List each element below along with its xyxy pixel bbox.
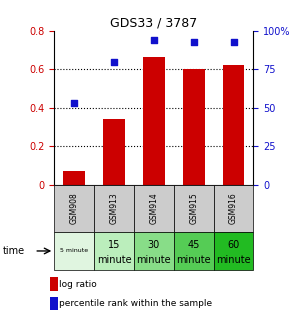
Text: minute: minute [216,255,251,266]
Bar [94,185,134,232]
Bar [50,277,58,291]
Bar [214,232,253,270]
Point [112,59,116,64]
Bar [63,171,85,185]
Text: log ratio: log ratio [59,280,97,288]
Bar [134,232,174,270]
Text: time: time [3,246,25,256]
Text: 5 minute: 5 minute [60,249,88,253]
Text: minute: minute [176,255,211,266]
Bar [54,232,94,270]
Text: percentile rank within the sample: percentile rank within the sample [59,299,212,308]
Bar [174,185,214,232]
Text: 15: 15 [108,240,120,250]
Bar [214,185,253,232]
Bar [54,185,94,232]
Bar [223,65,244,185]
Text: minute: minute [97,255,131,266]
Text: GSM916: GSM916 [229,193,238,224]
Bar [103,119,125,185]
Bar [94,232,134,270]
Bar [50,297,58,310]
Bar [183,70,205,185]
Text: GSM914: GSM914 [149,193,158,224]
Text: 30: 30 [148,240,160,250]
Point [231,39,236,44]
Title: GDS33 / 3787: GDS33 / 3787 [110,17,197,30]
Text: 60: 60 [227,240,240,250]
Text: GSM913: GSM913 [110,193,118,224]
Text: GSM915: GSM915 [189,193,198,224]
Point [72,100,76,106]
Point [151,37,156,42]
Text: minute: minute [137,255,171,266]
Text: 45: 45 [188,240,200,250]
Point [191,39,196,44]
Bar [174,232,214,270]
Text: GSM908: GSM908 [70,193,79,224]
Bar [143,57,165,185]
Bar [134,185,174,232]
